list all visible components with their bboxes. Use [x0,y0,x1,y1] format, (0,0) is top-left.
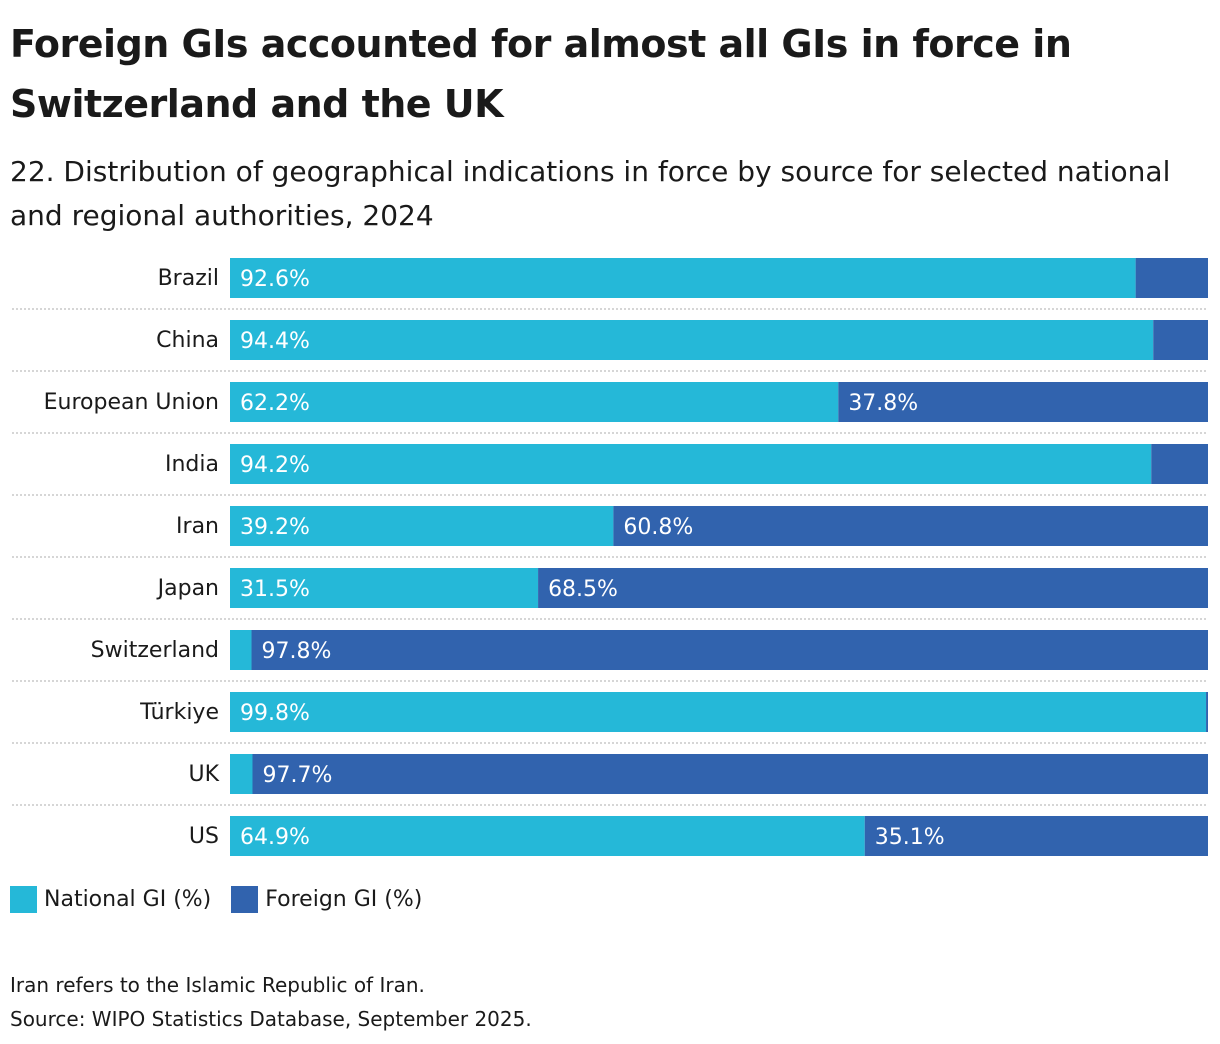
data-label-foreign-japan: 68.5% [548,577,618,602]
category-label-turkiye: Türkiye [139,700,219,725]
data-label-national-india: 94.2% [240,453,310,478]
footnote-iran: Iran refers to the Islamic Republic of I… [10,973,425,997]
data-label-national-japan: 31.5% [240,577,310,602]
category-label-iran: Iran [176,514,219,539]
chart-subtitle: 22. Distribution of geographical indicat… [10,155,1171,232]
data-label-foreign-us: 35.1% [875,825,945,850]
bar-foreign-china [1153,320,1208,360]
data-label-national-european-union: 62.2% [240,391,310,416]
legend-label-foreign: Foreign GI (%) [265,887,423,912]
bar-national-us [230,816,865,856]
category-label-uk: UK [188,762,219,787]
bar-foreign-us [864,816,1208,856]
legend-item-foreign: Foreign GI (%) [231,886,422,913]
bar-national-switzerland [230,630,252,670]
legend-swatch-foreign [231,886,259,913]
data-label-national-turkiye: 99.8% [240,701,310,726]
legend: National GI (%) Foreign GI (%) [10,886,442,913]
data-label-foreign-uk: 97.7% [262,763,332,788]
category-label-china: China [156,328,219,353]
bar-foreign-uk [252,754,1208,794]
bar-foreign-iran [613,506,1208,546]
bar-national-india [230,444,1152,484]
data-label-foreign-iran: 60.8% [623,515,693,540]
data-label-foreign-european-union: 37.8% [848,391,918,416]
bar-foreign-switzerland [251,630,1209,670]
source-note: Source: WIPO Statistics Database, Septem… [10,1007,532,1031]
bar-foreign-brazil [1135,258,1208,298]
legend-swatch-national [10,886,37,913]
category-label-european-union: European Union [44,390,219,415]
bar-national-turkiye [230,692,1207,732]
bar-national-japan [230,568,539,608]
bar-national-china [230,320,1154,360]
legend-label-national: National GI (%) [44,887,212,912]
data-label-national-brazil: 92.6% [240,267,310,292]
data-label-national-china: 94.4% [240,329,310,354]
data-label-foreign-switzerland: 97.8% [262,639,332,664]
bar-national-iran [230,506,614,546]
category-label-japan: Japan [156,576,219,601]
bar-national-european-union [230,382,839,422]
bar-foreign-turkiye [1206,692,1208,732]
bar-foreign-india [1151,444,1208,484]
data-label-national-iran: 39.2% [240,515,310,540]
bar-national-brazil [230,258,1136,298]
category-label-switzerland: Switzerland [91,638,219,663]
footnotes: Iran refers to the Islamic Republic of I… [10,968,532,1036]
data-label-national-us: 64.9% [240,825,310,850]
bar-foreign-european-union [838,382,1208,422]
chart-title: Foreign GIs accounted for almost all GIs… [10,22,1072,126]
stacked-bar-chart: Brazil 92.6% China 94.4% European Union 62.2%… [12,258,1209,856]
bar-national-uk [230,754,253,794]
category-label-us: US [189,824,219,849]
category-label-brazil: Brazil [158,266,219,291]
legend-item-national: National GI (%) [10,886,211,913]
bar-foreign-japan [538,568,1208,608]
category-label-india: India [165,452,219,477]
